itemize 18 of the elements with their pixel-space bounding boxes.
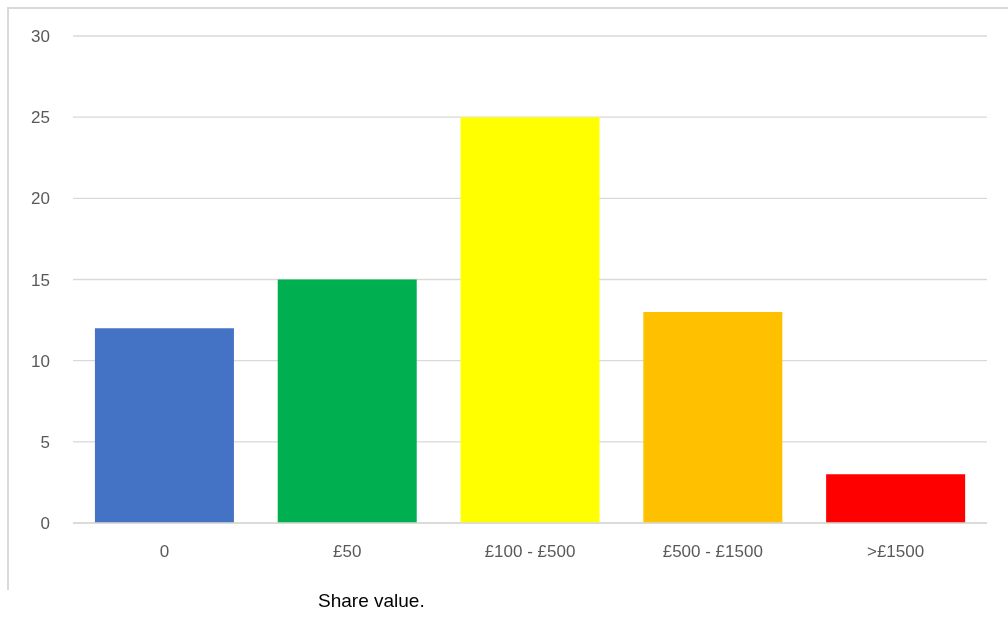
x-tick-label: 0 <box>159 542 170 562</box>
y-tick-label: 10 <box>31 351 50 371</box>
bar <box>826 474 966 523</box>
bar <box>460 117 600 523</box>
x-axis-title: Share value. <box>318 589 425 613</box>
bar <box>94 328 234 523</box>
bar <box>643 311 783 523</box>
y-tick-label: 15 <box>31 270 50 290</box>
y-tick-label: 0 <box>40 514 50 534</box>
x-tick-label: £50 <box>333 542 362 562</box>
y-tick-label: 20 <box>31 189 50 209</box>
y-tick-label: 30 <box>31 27 50 47</box>
y-tick-label: 25 <box>31 108 50 128</box>
x-tick-label: £500 - £1500 <box>662 542 763 562</box>
y-tick-label: 5 <box>40 432 50 452</box>
x-tick-label: £100 - £500 <box>484 542 576 562</box>
x-tick-label: >£1500 <box>867 542 925 562</box>
bar <box>277 279 417 523</box>
